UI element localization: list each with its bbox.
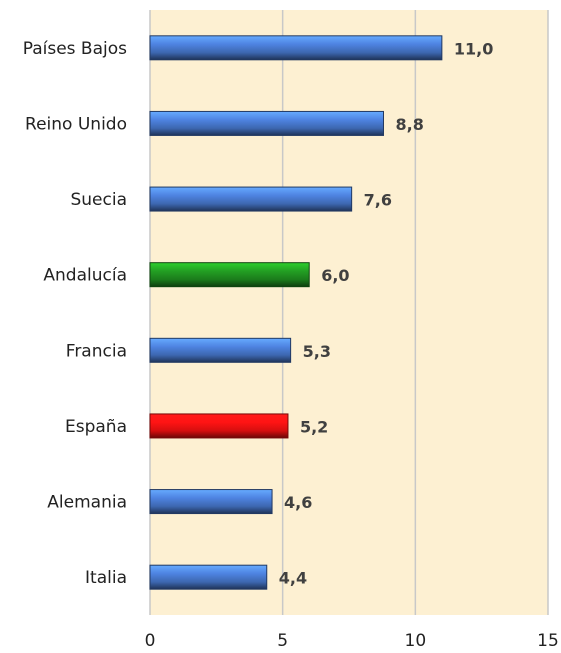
value-label: 8,8 xyxy=(395,115,423,134)
value-label: 4,4 xyxy=(279,569,307,588)
value-label: 6,0 xyxy=(321,266,349,285)
bar xyxy=(149,110,384,136)
value-label: 11,0 xyxy=(454,39,493,58)
bar xyxy=(149,35,443,61)
value-label: 7,6 xyxy=(364,191,392,210)
bar xyxy=(149,262,310,288)
y-tick-label: España xyxy=(65,417,127,437)
x-tick-label: 10 xyxy=(405,631,427,651)
value-label: 5,3 xyxy=(303,342,331,361)
bar xyxy=(149,489,273,515)
plot-area xyxy=(150,10,548,615)
y-tick-label: Países Bajos xyxy=(23,39,127,59)
bar xyxy=(149,564,268,590)
value-label: 4,6 xyxy=(284,493,312,512)
y-tick-label: Reino Unido xyxy=(25,114,127,134)
y-tick-label: Alemania xyxy=(47,493,127,513)
y-tick-label: Suecia xyxy=(70,190,127,210)
x-tick-label: 15 xyxy=(537,631,559,651)
value-label: 5,2 xyxy=(300,417,328,436)
y-tick-label: Francia xyxy=(66,341,127,361)
y-tick-label: Andalucía xyxy=(43,266,127,286)
bar xyxy=(149,337,292,363)
bar xyxy=(149,413,289,439)
y-tick-label: Italia xyxy=(85,568,127,588)
x-tick-label: 5 xyxy=(277,631,288,651)
bar xyxy=(149,186,353,212)
x-tick-label: 0 xyxy=(145,631,156,651)
